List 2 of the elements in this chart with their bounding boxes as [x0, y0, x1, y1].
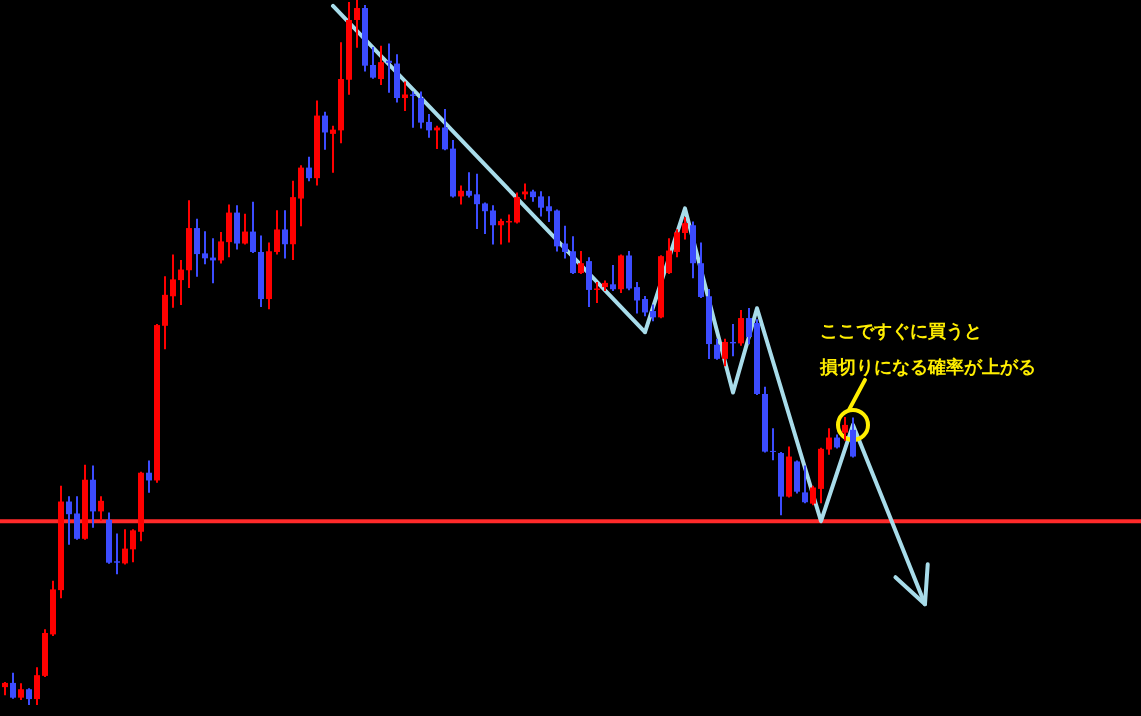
annotation: ここですぐに買うと — [820, 320, 982, 341]
annotation: 損切りになる確率が上がる — [819, 356, 1036, 377]
